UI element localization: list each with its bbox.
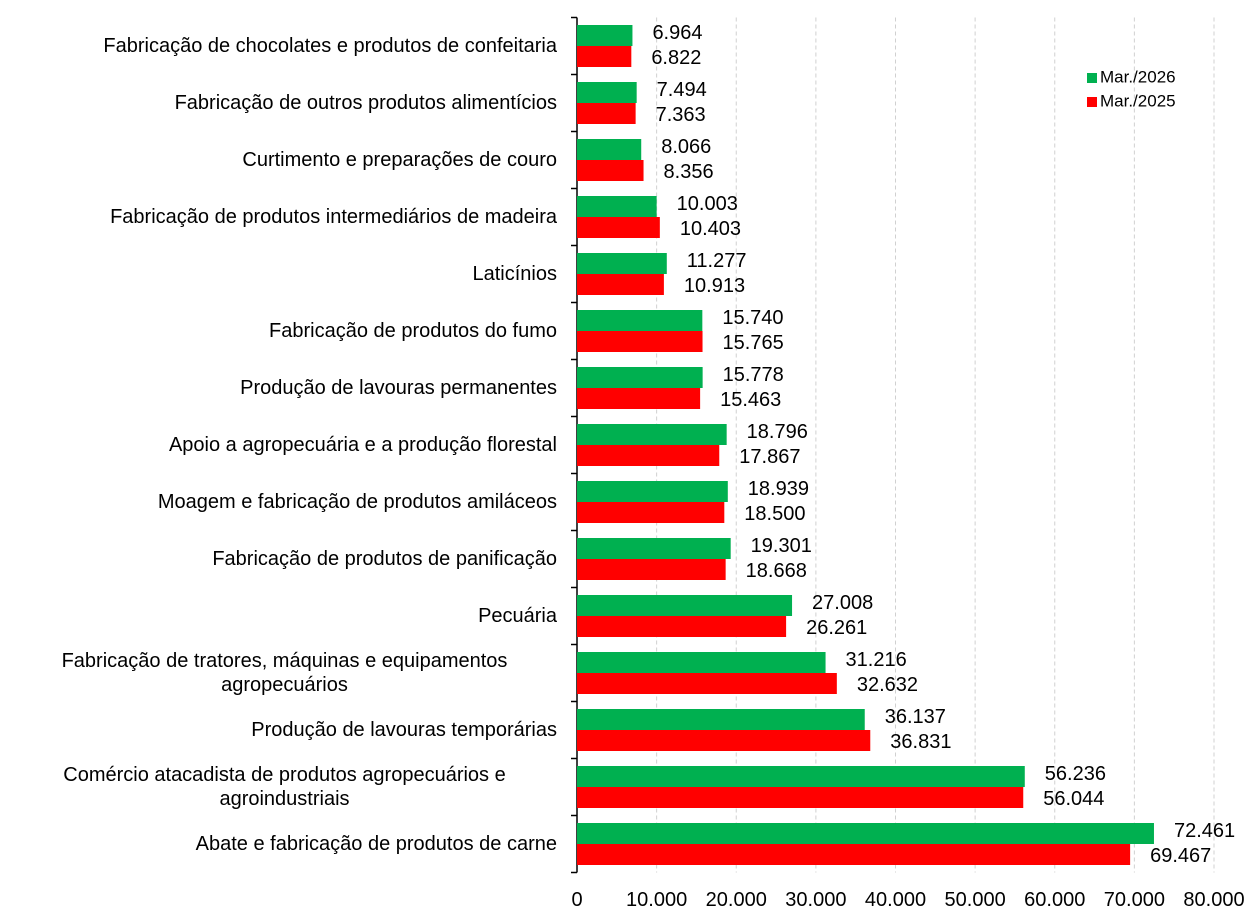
category-label: Laticínios bbox=[472, 263, 558, 285]
bar bbox=[577, 25, 633, 46]
bar bbox=[577, 559, 726, 580]
bar bbox=[577, 217, 660, 238]
bar bbox=[577, 196, 657, 217]
value-label: 15.778 bbox=[723, 364, 784, 386]
x-tick-label: 20.000 bbox=[706, 889, 767, 910]
value-label: 10.913 bbox=[684, 275, 745, 297]
category-label: Fabricação de chocolates e produtos de c… bbox=[103, 35, 557, 57]
value-label: 18.668 bbox=[746, 560, 807, 582]
value-label: 72.461 bbox=[1174, 820, 1235, 842]
category-label: Moagem e fabricação de produtos amiláceo… bbox=[157, 491, 557, 513]
category-label: Pecuária bbox=[478, 605, 557, 627]
bar bbox=[577, 388, 701, 409]
value-label: 36.831 bbox=[890, 731, 951, 753]
value-label: 15.765 bbox=[723, 332, 784, 354]
value-label: 8.066 bbox=[661, 136, 711, 158]
value-label: 18.796 bbox=[747, 421, 808, 443]
value-label: 56.236 bbox=[1045, 763, 1106, 785]
x-tick-label: 10.000 bbox=[626, 889, 687, 910]
bar bbox=[577, 274, 664, 295]
value-label: 6.964 bbox=[652, 22, 702, 44]
value-label: 11.277 bbox=[687, 250, 747, 272]
value-label: 15.463 bbox=[720, 389, 781, 411]
bar bbox=[577, 253, 667, 274]
value-label: 32.632 bbox=[857, 674, 918, 696]
value-label: 7.363 bbox=[656, 104, 706, 126]
bar bbox=[577, 502, 725, 523]
legend-swatch bbox=[1087, 97, 1097, 107]
x-tick-label: 30.000 bbox=[785, 889, 846, 910]
bar bbox=[577, 787, 1024, 808]
bar bbox=[577, 367, 703, 388]
x-tick-label: 40.000 bbox=[865, 889, 926, 910]
bar bbox=[577, 46, 632, 67]
value-label: 15.740 bbox=[722, 307, 783, 329]
bar bbox=[577, 823, 1154, 844]
category-label: Apoio a agropecuária e a produção flores… bbox=[168, 434, 557, 456]
x-tick-label: 80.000 bbox=[1183, 889, 1244, 910]
bar bbox=[577, 424, 727, 445]
category-label: Abate e fabricação de produtos de carne bbox=[195, 833, 557, 855]
bar bbox=[577, 139, 642, 160]
value-label: 18.939 bbox=[748, 478, 809, 500]
value-label: 10.403 bbox=[680, 218, 741, 240]
category-label: Fabricação de produtos de panificação bbox=[212, 548, 557, 570]
bar bbox=[577, 709, 865, 730]
bar bbox=[577, 445, 720, 466]
value-label: 18.500 bbox=[744, 503, 805, 525]
category-label: Curtimento e preparações de couro bbox=[242, 149, 557, 171]
category-label: Fabricação de produtos intermediários de… bbox=[110, 206, 557, 228]
category-label: Produção de lavouras temporárias bbox=[251, 719, 557, 741]
x-tick-label: 60.000 bbox=[1024, 889, 1085, 910]
bar bbox=[577, 310, 703, 331]
category-label: Fabricação de produtos do fumo bbox=[269, 320, 557, 342]
bar bbox=[577, 595, 793, 616]
value-label: 19.301 bbox=[751, 535, 812, 557]
bar bbox=[577, 844, 1131, 865]
bar bbox=[577, 538, 731, 559]
value-label: 6.822 bbox=[651, 47, 701, 69]
bar bbox=[577, 730, 871, 751]
legend-label: Mar./2025 bbox=[1100, 91, 1176, 110]
x-tick-label: 70.000 bbox=[1104, 889, 1165, 910]
bar bbox=[577, 331, 703, 352]
value-label: 8.356 bbox=[664, 161, 714, 183]
bar bbox=[577, 766, 1025, 787]
legend-swatch bbox=[1087, 73, 1097, 83]
bar bbox=[577, 160, 644, 181]
legend-label: Mar./2026 bbox=[1100, 67, 1176, 86]
value-label: 27.008 bbox=[812, 592, 873, 614]
value-label: 17.867 bbox=[739, 446, 800, 468]
value-label: 26.261 bbox=[806, 617, 867, 639]
bar bbox=[577, 103, 636, 124]
value-label: 31.216 bbox=[846, 649, 907, 671]
value-label: 56.044 bbox=[1043, 788, 1104, 810]
bar bbox=[577, 481, 728, 502]
category-label: Produção de lavouras permanentes bbox=[240, 377, 557, 399]
x-tick-label: 50.000 bbox=[945, 889, 1006, 910]
bar bbox=[577, 82, 637, 103]
bar bbox=[577, 673, 837, 694]
value-label: 7.494 bbox=[657, 79, 707, 101]
category-label: Fabricação de tratores, máquinas e equip… bbox=[61, 650, 508, 696]
category-label: Fabricação de outros produtos alimentíci… bbox=[174, 92, 557, 114]
value-label: 69.467 bbox=[1150, 845, 1211, 867]
value-label: 10.003 bbox=[677, 193, 738, 215]
bar bbox=[577, 652, 826, 673]
x-tick-label: 0 bbox=[571, 889, 582, 910]
value-label: 36.137 bbox=[885, 706, 946, 728]
bar bbox=[577, 616, 787, 637]
category-label: Comércio atacadista de produtos agropecu… bbox=[63, 764, 506, 810]
